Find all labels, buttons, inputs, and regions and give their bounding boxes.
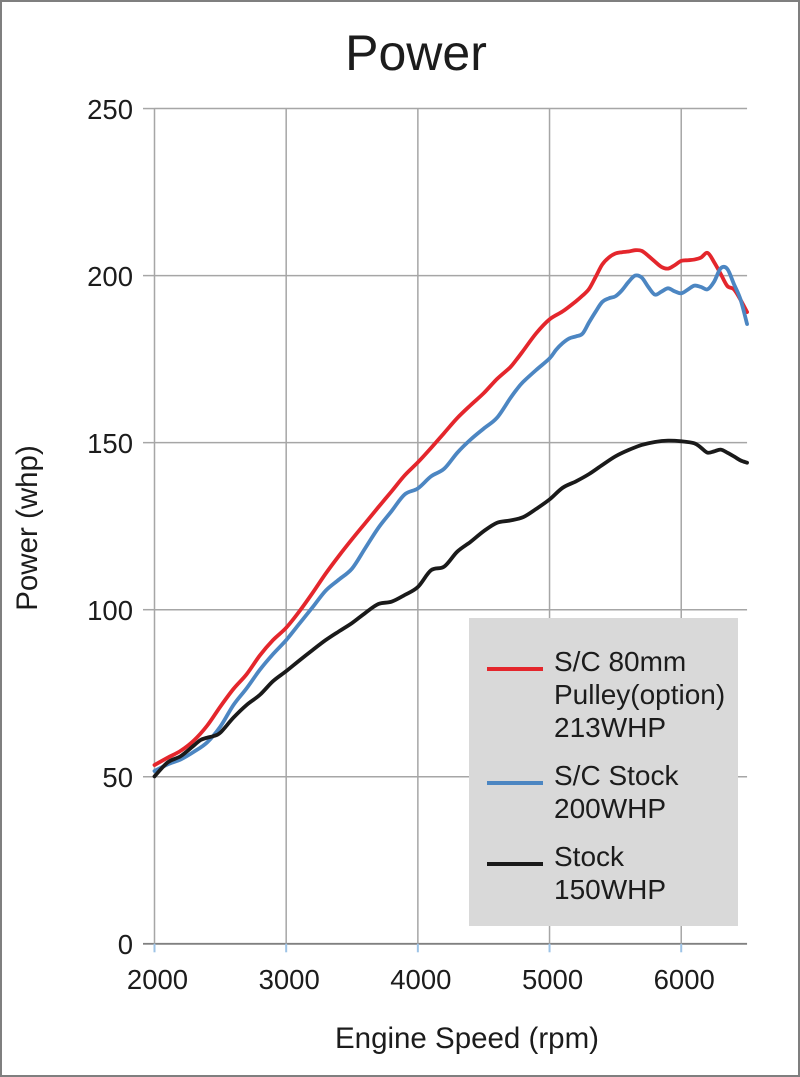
legend-swatch-column bbox=[487, 840, 554, 906]
legend-item: S/C Stock 200WHP bbox=[487, 759, 738, 825]
y-tick-label: 50 bbox=[102, 762, 133, 794]
x-tick-label: 2000 bbox=[126, 964, 189, 995]
legend: S/C 80mm Pulley(option) 213WHP S/C Stock… bbox=[469, 618, 738, 926]
y-tick-label: 250 bbox=[87, 94, 133, 126]
legend-swatch-column bbox=[487, 759, 554, 825]
legend-swatch-line bbox=[487, 861, 543, 866]
series-curve bbox=[152, 438, 749, 779]
series-curve bbox=[152, 264, 749, 773]
series-curve bbox=[152, 248, 749, 767]
legend-swatch-column bbox=[487, 645, 554, 744]
legend-swatch-line bbox=[487, 780, 543, 785]
legend-item: Stock 150WHP bbox=[487, 840, 738, 906]
legend-item-label: S/C 80mm Pulley(option) 213WHP bbox=[554, 646, 726, 743]
x-tick-label: 3000 bbox=[258, 964, 320, 995]
legend-item-label: Stock 150WHP bbox=[554, 841, 667, 905]
y-tick-label: 150 bbox=[87, 428, 133, 460]
x-axis-title: Engine Speed (rpm) bbox=[334, 1022, 599, 1055]
x-tick-label: 4000 bbox=[390, 964, 452, 995]
chart-title: Power bbox=[345, 25, 487, 81]
x-tick-label: 6000 bbox=[653, 964, 715, 995]
legend-item-label: S/C Stock 200WHP bbox=[554, 760, 679, 824]
x-tick-label: 5000 bbox=[521, 964, 584, 995]
legend-swatch-line bbox=[487, 666, 543, 671]
y-tick-label: 0 bbox=[117, 929, 133, 961]
legend-item: S/C 80mm Pulley(option) 213WHP bbox=[487, 645, 738, 744]
y-tick-label: 200 bbox=[87, 261, 133, 293]
y-tick-label: 100 bbox=[87, 595, 133, 627]
